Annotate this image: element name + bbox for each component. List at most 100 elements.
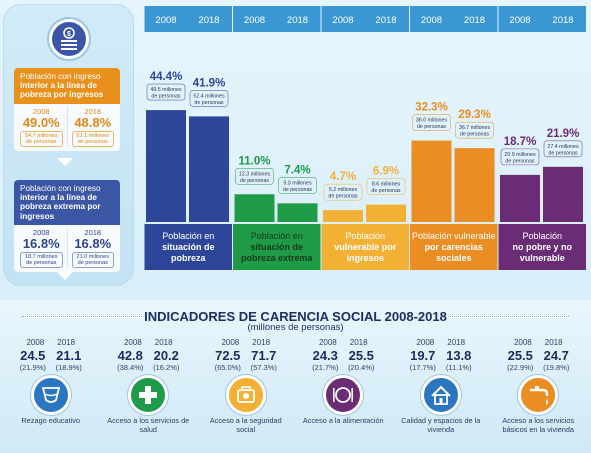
bar-people-label: 9.3 millones [283, 180, 312, 186]
indicator-percent: (22.9%) [507, 363, 534, 372]
indicator-year: 2008 [26, 338, 45, 347]
category-label: ingresos [346, 253, 384, 263]
indicator-year: 2018 [154, 338, 173, 347]
indicator-1: 2008 2018 24.5 21.1 (21.9%) (18.9%) Rezago edu… [8, 338, 94, 426]
category-box [321, 224, 409, 270]
indicator-values: 24.3 25.5 [300, 348, 386, 363]
bar-value-label: 18.7% [504, 136, 537, 148]
people-bubble [500, 148, 540, 166]
indicator-year: 2018 [252, 338, 271, 347]
indicator-percent: (18.9%) [55, 363, 82, 372]
poverty-income-box: Población con ingreso interior a la líne… [14, 68, 120, 152]
indicator-year: 2018 [447, 338, 466, 347]
bar [234, 194, 275, 222]
bar-people-label: 12.3 millones [239, 171, 271, 177]
people-bubble [189, 90, 229, 107]
people-bubble [455, 121, 494, 139]
indicator-values: 25.5 24.7 [495, 348, 581, 363]
bar-people-label: de personas [240, 178, 270, 184]
people-bubble [323, 183, 363, 201]
people-bubble [146, 83, 186, 101]
indicator-4: 2008 2018 24.3 25.5 (21.7%) (20.4%) Acceso a l… [300, 338, 386, 426]
year-strip [144, 6, 232, 32]
water-tap-icon [518, 375, 559, 415]
bar-people-label: de personas [371, 188, 401, 194]
indicator-year: 2018 [544, 338, 563, 347]
year-label: 2008 [421, 15, 442, 26]
poverty-income-2008: 2008 49.0% 54.7 millones de personas [16, 107, 67, 148]
poverty-income-2018: 2018 48.8% 61.1 millones de personas [66, 106, 119, 148]
year-label: 2018 [552, 15, 573, 26]
extreme-poverty-income-2008: 2008 16.8% 18.7 millones de personas [16, 228, 67, 269]
indicator-year: 2008 [221, 338, 240, 347]
category-label: por carencias [424, 242, 483, 252]
indicator-label: Acceso a la seguridad social [209, 416, 282, 434]
people-bubble [543, 140, 583, 158]
category-label: pobreza extrema [241, 253, 314, 263]
indicator-years: 2008 2018 [495, 338, 581, 347]
people-bubble [235, 167, 274, 185]
bar-people-label: de personas [151, 94, 181, 100]
bar-people-label: 27.4 millones [547, 144, 579, 150]
indicator-percents: (38.4%) (16.2%) [105, 363, 191, 372]
bar [500, 174, 540, 222]
year-strip [321, 6, 409, 32]
indicator-years: 2008 2018 [398, 338, 484, 347]
category-label: Población en [251, 231, 303, 241]
year-strip [410, 6, 498, 32]
bar-value-label: 29.3% [458, 109, 491, 121]
bar-people-label: de personas [283, 187, 313, 193]
indicator-value: 19.7 [410, 348, 436, 363]
indicators-title: INDICADORES DE CARENCIA SOCIAL 2008-2018 [144, 309, 447, 324]
bar-people-label: de personas [460, 132, 490, 138]
indicator-label: Rezago educativo [21, 416, 80, 425]
housing-icon [420, 375, 461, 415]
extreme-poverty-income-box: Población con ingreso interior a la líne… [14, 180, 120, 273]
indicator-year: 2008 [123, 338, 142, 347]
indicator-value: 72.5 [215, 348, 241, 363]
bar [411, 140, 452, 222]
indicator-percents: (21.7%) (20.4%) [300, 363, 386, 372]
indicator-percents: (17.7%) (11.1%) [398, 363, 484, 372]
indicator-year: 2008 [416, 338, 435, 347]
category-label: Población en [162, 231, 214, 241]
title-divider [22, 316, 142, 318]
indicator-percents: (21.9%) (18.9%) [8, 363, 94, 372]
indicator-year: 2008 [318, 338, 337, 347]
bar-people-label: 36.7 millones [459, 125, 491, 131]
bar-value-label: 4.7% [330, 171, 356, 183]
bar-value-label: 32.3% [415, 102, 448, 114]
indicator-value: 24.7 [543, 348, 569, 363]
indicator-label: Calidad y espacios de la vivienda [401, 416, 481, 434]
bar-value-label: 21.9% [547, 128, 580, 140]
bar-value-label: 6.9% [373, 166, 399, 178]
bar [277, 203, 318, 222]
bar [189, 116, 229, 222]
indicator-2: 2008 2018 42.8 20.2 (38.4%) (16.2%) Acceso a l… [105, 338, 191, 434]
indicator-percent: (38.4%) [117, 363, 144, 372]
bar [146, 110, 186, 222]
indicator-3: 2008 2018 72.5 71.7 (65.0%) (57.3%) Acceso a l… [203, 338, 289, 434]
bar-value-label: 41.9% [193, 77, 226, 89]
education-icon [30, 375, 71, 415]
title-divider [448, 316, 569, 318]
indicator-values: 24.5 21.1 [8, 348, 94, 363]
indicator-label: Acceso a los servicios básicos en la viv… [502, 416, 575, 434]
indicators-subtitle: (millones de personas) [247, 322, 344, 333]
indicator-value: 25.5 [507, 348, 533, 363]
indicator-year: 2018 [57, 338, 76, 347]
category-label: situación de [250, 242, 303, 252]
bar [543, 166, 583, 222]
box-pointer [57, 158, 73, 166]
category-box [410, 224, 498, 270]
bar-people-label: de personas [548, 150, 578, 156]
indicator-value: 21.1 [56, 348, 82, 363]
bar-people-label: de personas [417, 124, 447, 130]
bar-people-label: 8.6 millones [372, 182, 401, 188]
indicator-years: 2008 2018 [300, 338, 386, 347]
indicator-value: 24.3 [312, 348, 338, 363]
year-label: 2008 [155, 15, 176, 26]
bar-people-label: 52.4 millones [193, 93, 225, 99]
year-strip [233, 6, 321, 32]
